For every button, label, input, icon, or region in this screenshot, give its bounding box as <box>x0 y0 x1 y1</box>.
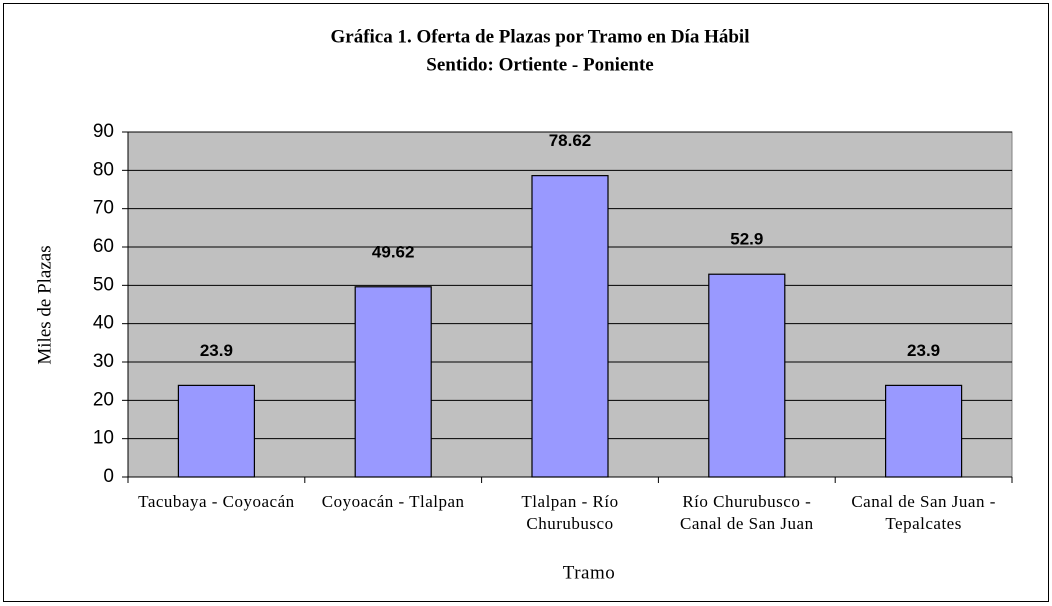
y-tick-label: 0 <box>103 466 114 487</box>
y-tick-label: 40 <box>93 313 114 334</box>
y-tick-label: 20 <box>93 389 114 410</box>
x-tick-label: Tlalpan - Río Churubusco <box>521 492 619 533</box>
value-label: 49.62 <box>372 242 415 261</box>
y-tick-label: 70 <box>93 198 114 219</box>
value-label: 52.9 <box>730 230 763 249</box>
chart-subtitle: Sentido: Ortiente - Poniente <box>426 54 653 75</box>
y-axis-label: Miles de Plazas <box>34 245 55 364</box>
chart-title: Gráfica 1. Oferta de Plazas por Tramo en… <box>330 26 749 47</box>
x-tick-label: Canal de San Juan - Tepalcates <box>851 492 996 533</box>
value-label: 23.9 <box>200 341 233 360</box>
x-tick-label: Coyoacán - Tlalpan <box>321 492 465 511</box>
bar <box>177 384 255 478</box>
bar <box>708 273 786 478</box>
y-tick-label: 80 <box>93 159 114 180</box>
y-tick-label: 60 <box>93 236 114 257</box>
x-tick-label: Tacubaya - Coyoacán <box>138 492 295 511</box>
bar <box>884 384 963 478</box>
y-tick-label: 30 <box>93 351 114 372</box>
y-tick-label: 10 <box>93 428 114 449</box>
x-tick-label: Río Churubusco - Canal de San Juan <box>679 492 814 533</box>
bar <box>531 175 609 478</box>
value-label: 23.9 <box>907 341 940 360</box>
y-tick-label: 50 <box>93 274 114 295</box>
y-tick-label: 90 <box>93 121 114 142</box>
x-axis-label: Tramo <box>563 562 615 583</box>
value-label: 78.62 <box>549 131 592 150</box>
bar <box>354 286 432 478</box>
